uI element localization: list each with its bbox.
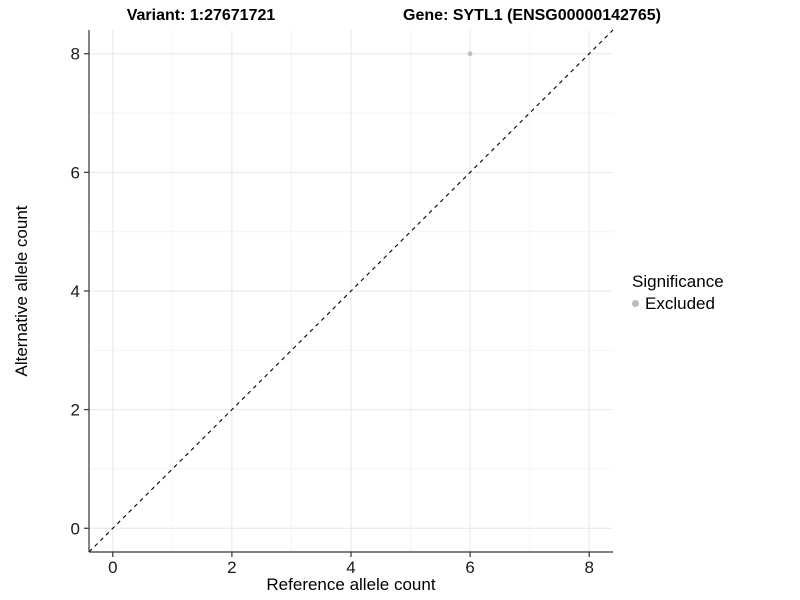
- x-tick-label: 0: [108, 558, 117, 577]
- y-tick-label: 6: [71, 163, 80, 182]
- x-axis-title: Reference allele count: [266, 575, 436, 594]
- gene-title: Gene: SYTL1 (ENSG00000142765): [403, 7, 661, 24]
- x-tick-label: 8: [584, 558, 593, 577]
- x-tick-label: 4: [346, 558, 355, 577]
- legend-title: Significance: [632, 272, 724, 291]
- y-tick-label: 2: [71, 401, 80, 420]
- y-tick-label: 8: [71, 45, 80, 64]
- legend-item-label: Excluded: [645, 294, 715, 313]
- x-tick-label: 2: [227, 558, 236, 577]
- x-tick-label: 6: [465, 558, 474, 577]
- y-tick-label: 4: [71, 282, 80, 301]
- identity-dashed-line: [88, 29, 614, 553]
- y-tick-label: 0: [71, 519, 80, 538]
- excluded-point-swatch-icon: [632, 300, 639, 307]
- legend: Significance Excluded: [632, 272, 724, 313]
- y-axis-title: Alternative allele count: [12, 205, 31, 377]
- legend-item-excluded: Excluded: [632, 294, 724, 313]
- variant-title: Variant: 1:27671721: [126, 7, 276, 24]
- data-point: [467, 51, 473, 57]
